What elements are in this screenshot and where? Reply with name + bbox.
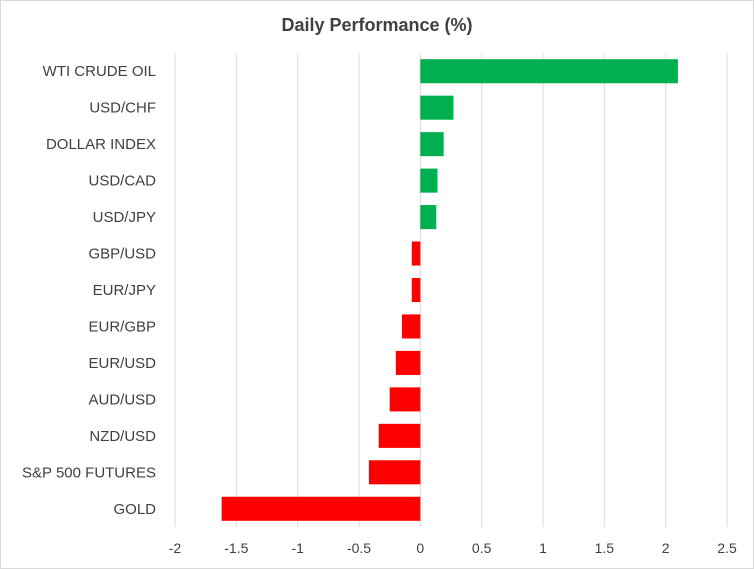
bar [411,241,421,266]
category-label: WTI CRUDE OIL [43,63,156,80]
category-labels: WTI CRUDE OIL USD/CHF DOLLAR INDEX USD/CAD U… [22,63,156,518]
bar [378,423,421,448]
grid-lines [174,53,728,527]
category-label: GBP/USD [88,246,156,263]
bar [368,460,421,485]
x-tick-label: 2 [662,540,670,556]
category-label: GOLD [113,501,156,518]
x-tick-label: -0.5 [347,540,371,556]
x-tick-label: 0.5 [472,540,492,556]
x-tick-label: -2 [169,540,182,556]
x-tick-label: -1.5 [224,540,248,556]
bar [420,95,454,120]
bar [420,168,438,193]
category-label: USD/JPY [93,209,156,226]
category-label: EUR/GBP [88,318,156,335]
bar [420,132,444,157]
bar [395,350,421,375]
category-label: S&P 500 FUTURES [22,464,156,481]
x-tick-label: 1.5 [595,540,615,556]
bar [411,277,421,303]
category-label: DOLLAR INDEX [46,136,156,153]
bar [401,314,421,339]
x-axis-tick-labels: -2 -1.5 -1 -0.5 0 0.5 1 1.5 2 2.5 [169,540,737,556]
x-tick-label: 2.5 [717,540,737,556]
category-label: EUR/USD [88,355,156,372]
category-label: AUD/USD [88,391,156,408]
x-tick-label: 1 [539,540,547,556]
category-label: EUR/JPY [93,282,156,299]
chart-title: Daily Performance (%) [281,15,472,35]
category-label: NZD/USD [89,428,156,445]
bar [389,387,421,412]
category-label: USD/CHF [89,100,156,117]
x-tick-label: 0 [416,540,424,556]
bar [420,205,437,230]
x-tick-label: -1 [291,540,304,556]
bars [221,59,678,521]
category-label: USD/CAD [88,173,156,190]
bar [221,496,421,521]
bar [420,59,678,84]
